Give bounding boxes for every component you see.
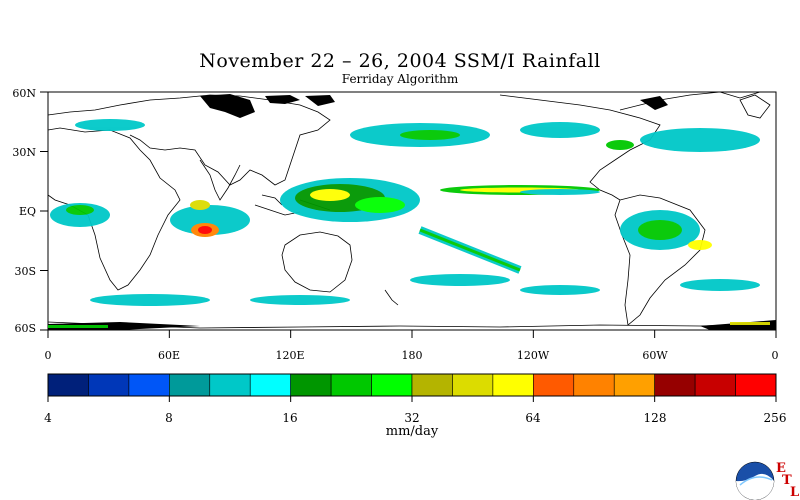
map-subtitle: Ferriday Algorithm xyxy=(341,72,459,86)
lat-label-30s: 30S xyxy=(14,265,36,278)
lat-label-eq: EQ xyxy=(18,205,36,218)
lat-label-60n: 60N xyxy=(12,87,36,100)
colorbar-swatch xyxy=(47,373,89,397)
colorbar-tick-label-8: 8 xyxy=(165,411,173,425)
lon-label-60w: 60W xyxy=(642,349,668,362)
colorbar-tick-label-16: 16 xyxy=(282,411,298,425)
logo-letter-l: L xyxy=(790,485,800,500)
rainfall-map xyxy=(47,91,777,331)
colorbar-swatch xyxy=(290,373,332,397)
lon-label-0-east: 0 xyxy=(771,349,779,362)
colorbar-tick-label-64: 64 xyxy=(525,411,541,425)
colorbar-swatch xyxy=(249,373,291,397)
colorbar-swatch xyxy=(169,373,211,397)
colorbar-swatch xyxy=(371,373,413,397)
colorbar-swatch xyxy=(654,373,696,397)
colorbar-swatch xyxy=(613,373,655,397)
colorbar-swatch xyxy=(533,373,575,397)
colorbar-tick-label-128: 128 xyxy=(643,411,667,425)
colorbar-swatch xyxy=(411,373,453,397)
lon-label-0: 0 xyxy=(44,349,52,362)
lat-label-60s: 60S xyxy=(14,322,36,335)
colorbar-swatch xyxy=(209,373,251,397)
logo-letter-e: E xyxy=(776,461,786,476)
colorbar-swatch xyxy=(88,373,130,397)
colorbar-tick-label-32: 32 xyxy=(404,411,420,425)
colorbar-swatch xyxy=(330,373,372,397)
map-title: November 22 – 26, 2004 SSM/I Rainfall xyxy=(199,50,601,72)
logo-letter-t: T xyxy=(782,473,792,488)
colorbar xyxy=(47,373,777,402)
colorbar-swatch xyxy=(492,373,534,397)
colorbar-swatch xyxy=(694,373,736,397)
colorbar-swatch xyxy=(452,373,494,397)
lat-label-30n: 30N xyxy=(12,146,36,159)
colorbar-swatch xyxy=(735,373,777,397)
lon-label-60e: 60E xyxy=(157,349,181,362)
colorbar-tick-label-4: 4 xyxy=(44,411,52,425)
colorbar-tick-label-256: 256 xyxy=(763,411,787,425)
colorbar-swatch xyxy=(573,373,615,397)
lon-label-180: 180 xyxy=(401,349,423,362)
lon-label-120e: 120E xyxy=(275,349,305,362)
lon-label-120w: 120W xyxy=(516,349,550,362)
colorbar-units: mm/day xyxy=(385,424,439,439)
colorbar-swatch xyxy=(128,373,170,397)
rain-bands xyxy=(48,119,770,328)
